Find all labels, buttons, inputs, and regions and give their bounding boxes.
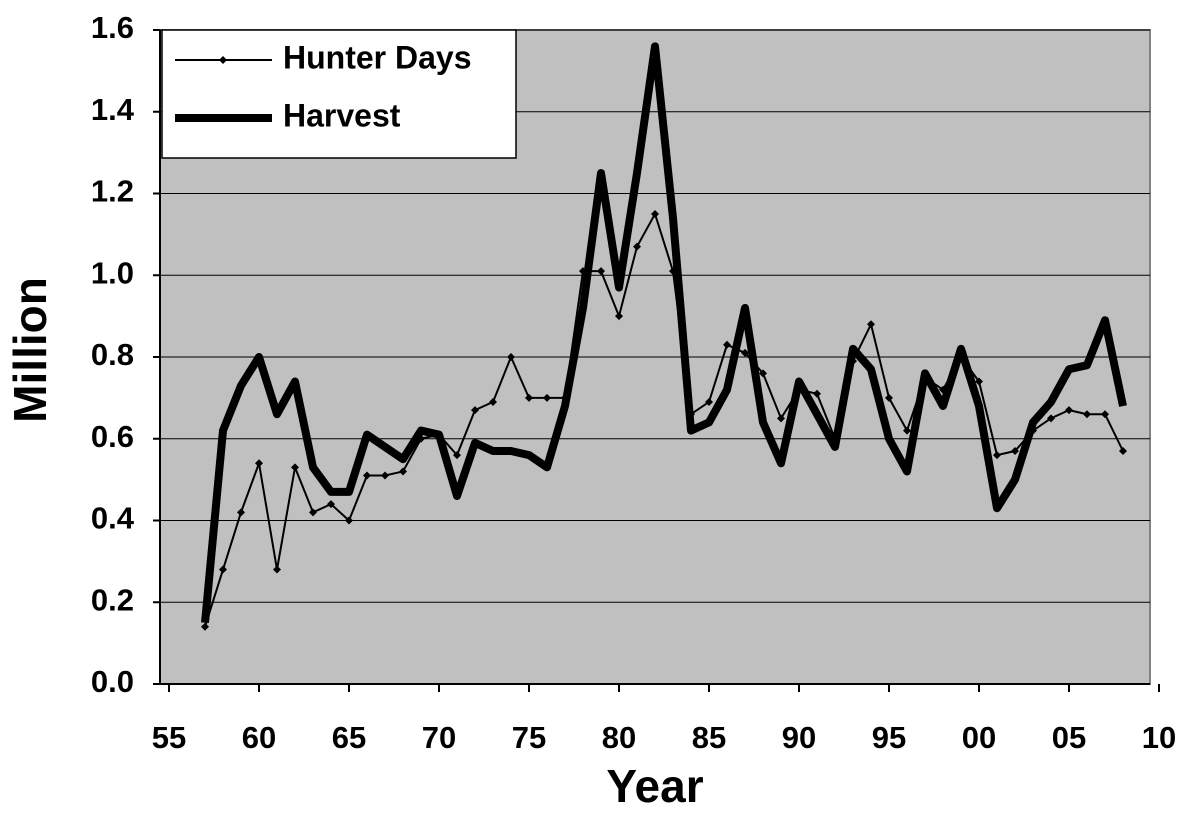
marker xyxy=(291,463,299,472)
marker xyxy=(363,471,371,480)
marker xyxy=(741,348,749,357)
marker xyxy=(471,406,479,415)
legend-box xyxy=(161,29,517,159)
marker xyxy=(543,393,551,402)
marker xyxy=(1083,410,1091,419)
x-tick-label: 10 xyxy=(1142,720,1176,755)
marker xyxy=(885,393,893,402)
x-axis-title: Year xyxy=(606,760,703,812)
y-tick-label: 0.6 xyxy=(91,419,134,454)
y-tick-label: 1.6 xyxy=(91,10,134,45)
marker xyxy=(597,267,605,276)
marker xyxy=(309,508,317,517)
x-tick-label: 00 xyxy=(962,720,996,755)
series-line xyxy=(201,42,1127,624)
marker xyxy=(1101,410,1109,419)
marker xyxy=(507,353,515,361)
lines xyxy=(201,42,1127,631)
marker xyxy=(1119,447,1127,456)
x-tick-label: 70 xyxy=(422,720,456,755)
y-tick-label: 0.0 xyxy=(91,664,134,699)
marker xyxy=(723,340,731,349)
marker xyxy=(633,242,641,251)
marker xyxy=(705,397,713,406)
y-tick-label: 0.8 xyxy=(91,337,134,372)
marker xyxy=(777,414,785,423)
x-tick-label: 85 xyxy=(692,720,726,755)
marker xyxy=(453,451,461,460)
marker xyxy=(489,397,497,406)
marker xyxy=(615,312,623,321)
marker xyxy=(993,451,1001,460)
marker xyxy=(399,467,407,476)
x-tick-label: 80 xyxy=(602,720,636,755)
marker xyxy=(1065,406,1073,415)
marker xyxy=(867,320,875,329)
marker xyxy=(813,389,821,398)
x-tick-label: 05 xyxy=(1052,720,1086,755)
marker xyxy=(1011,447,1019,456)
x-tick-label: 55 xyxy=(152,720,186,755)
legend: Hunter Days Harvest xyxy=(161,29,517,159)
marker xyxy=(219,565,227,574)
y-tick-label: 0.4 xyxy=(91,501,135,536)
x-tick-label: 75 xyxy=(512,720,546,755)
marker xyxy=(237,508,245,517)
legend-marker xyxy=(219,56,227,64)
marker xyxy=(759,369,767,378)
y-tick-label: 0.2 xyxy=(91,582,134,617)
y-tick-label: 1.2 xyxy=(91,174,134,209)
x-tick-label: 90 xyxy=(782,720,816,755)
marker xyxy=(345,516,353,525)
x-tick-label: 95 xyxy=(872,720,906,755)
y-tick-label: 1.4 xyxy=(91,92,135,127)
marker xyxy=(903,426,911,435)
x-tick-label: 60 xyxy=(242,720,276,755)
marker xyxy=(273,565,281,574)
marker xyxy=(201,622,209,631)
legend-label: Hunter Days xyxy=(283,39,472,75)
marker xyxy=(381,471,389,480)
marker xyxy=(255,459,263,468)
y-axis-title: Million xyxy=(4,277,56,423)
marker xyxy=(1047,414,1055,423)
y-tick-label: 1.0 xyxy=(91,255,134,290)
x-tick-label: 65 xyxy=(332,720,366,755)
marker xyxy=(975,377,983,386)
legend-label: Harvest xyxy=(283,97,401,133)
marker xyxy=(651,209,659,218)
marker xyxy=(327,500,335,509)
marker xyxy=(525,393,533,402)
